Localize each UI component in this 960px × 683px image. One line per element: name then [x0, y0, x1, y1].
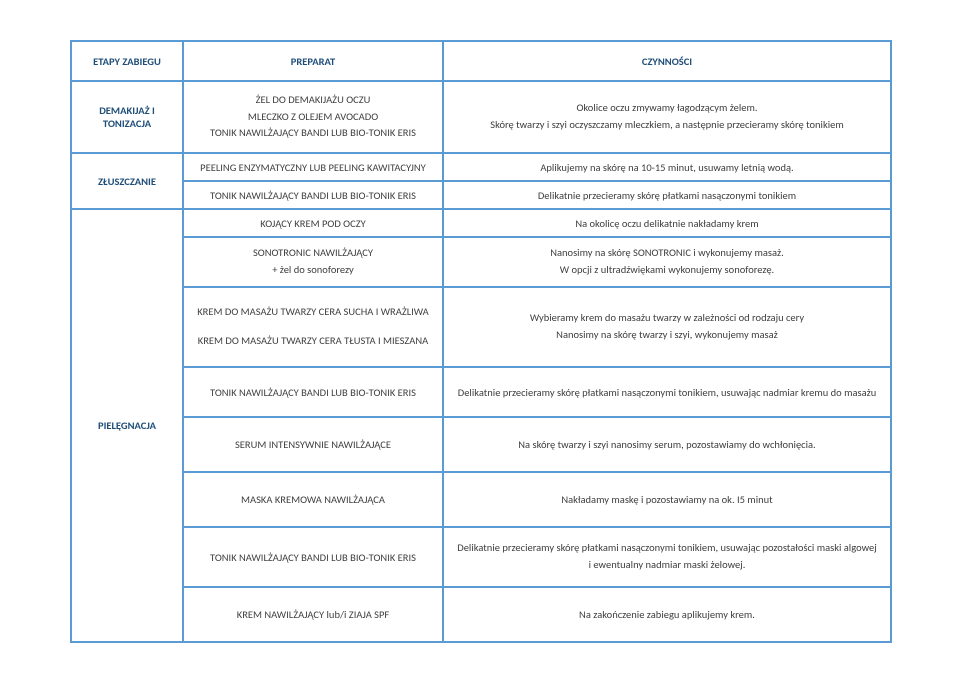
treatment-table: ETAPY ZABIEGU PREPARAT CZYNNOŚCI DEMAKIJ…: [70, 40, 892, 643]
preparation-cell: SONOTRONIC NAWILŻAJĄCY+ żel do sonoforez…: [183, 237, 443, 287]
col-header-preparation: PREPARAT: [183, 41, 443, 81]
activity-cell: Nanosimy na skórę SONOTRONIC i wykonujem…: [443, 237, 891, 287]
col-header-activity: CZYNNOŚCI: [443, 41, 891, 81]
stage-label: ZŁUSZCZANIE: [71, 153, 183, 209]
preparation-cell: SERUM INTENSYWNIE NAWILŻAJĄCE: [183, 417, 443, 472]
preparation-cell: TONIK NAWILŻAJĄCY BANDI LUB BIO-TONIK ER…: [183, 181, 443, 209]
activity-cell: Okolice oczu zmywamy łagodzącym żelem.Sk…: [443, 81, 891, 153]
activity-cell: Delikatnie przecieramy skórę płatkami na…: [443, 527, 891, 587]
preparation-cell: TONIK NAWILŻAJĄCY BANDI LUB BIO-TONIK ER…: [183, 367, 443, 417]
preparation-cell: ŻEL DO DEMAKIJAŻU OCZUMLECZKO Z OLEJEM A…: [183, 81, 443, 153]
preparation-cell: TONIK NAWILŻAJĄCY BANDI LUB BIO-TONIK ER…: [183, 527, 443, 587]
preparation-cell: PEELING ENZYMATYCZNY LUB PEELING KAWITAC…: [183, 153, 443, 181]
activity-cell: Aplikujemy na skórę na 10-15 minut, usuw…: [443, 153, 891, 181]
activity-cell: Delikatnie przecieramy skórę płatkami na…: [443, 367, 891, 417]
stage-label: DEMAKIJAŻ I TONIZACJA: [71, 81, 183, 153]
preparation-cell: KOJĄCY KREM POD OCZY: [183, 209, 443, 237]
activity-cell: Na okolicę oczu delikatnie nakładamy kre…: [443, 209, 891, 237]
activity-cell: Nakładamy maskę i pozostawiamy na ok. I5…: [443, 472, 891, 527]
activity-cell: Delikatnie przecieramy skórę płatkami na…: [443, 181, 891, 209]
stage-label: PIELĘGNACJA: [71, 209, 183, 642]
preparation-cell: MASKA KREMOWA NAWILŻAJĄCA: [183, 472, 443, 527]
col-header-stage: ETAPY ZABIEGU: [71, 41, 183, 81]
preparation-cell: KREM NAWILŻAJĄCY lub/i ZIAJA SPF: [183, 587, 443, 642]
activity-cell: Na skórę twarzy i szyi nanosimy serum, p…: [443, 417, 891, 472]
activity-cell: Wybieramy krem do masażu twarzy w zależn…: [443, 287, 891, 367]
preparation-cell: KREM DO MASAŻU TWARZY CERA SUCHA I WRAŻL…: [183, 287, 443, 367]
activity-cell: Na zakończenie zabiegu aplikujemy krem.: [443, 587, 891, 642]
